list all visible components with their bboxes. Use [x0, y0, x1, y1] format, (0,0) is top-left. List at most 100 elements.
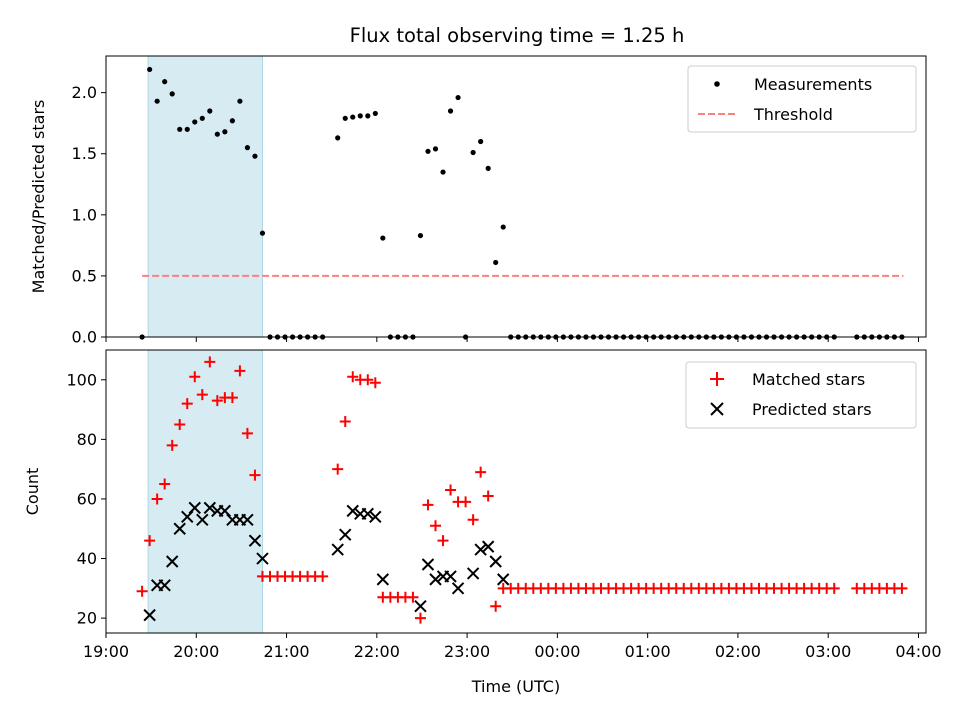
measurement-point — [440, 169, 446, 175]
measurement-point — [447, 108, 454, 114]
x-tick-label: 01:00 — [625, 642, 671, 661]
predicted-star-point — [173, 522, 186, 535]
matched-star-point — [317, 570, 329, 582]
measurement-point — [500, 224, 506, 230]
matched-star-point — [475, 466, 487, 478]
bottom-y-tick-label: 20 — [77, 609, 97, 628]
predicted-star-point — [466, 567, 480, 580]
bottom-y-tick-label: 80 — [77, 430, 97, 449]
measurement-point — [493, 259, 499, 266]
top-y-tick-label: 0.5 — [72, 266, 97, 285]
top-axes-frame — [105, 55, 927, 338]
x-tick-label: 23:00 — [444, 642, 490, 661]
predicted-star-point — [361, 507, 375, 521]
legend-predicted-marker — [710, 402, 724, 416]
measurement-point — [380, 235, 386, 241]
top-y-axis: 0.0 0.5 1.0 1.5 2.0 — [72, 83, 106, 347]
top-y-axis-label: Matched/Predicted stars — [29, 100, 48, 294]
predicted-star-point — [339, 528, 352, 541]
matched-star-point — [422, 499, 434, 511]
matched-star-point — [437, 535, 449, 547]
measurement-point — [432, 146, 439, 152]
legend-measurements-marker — [714, 81, 720, 87]
top-y-tick-label: 2.0 — [72, 83, 97, 102]
measurement-point — [455, 94, 461, 101]
legend-predicted-label: Predicted stars — [752, 400, 872, 419]
x-tick-label: 22:00 — [354, 642, 400, 661]
measurement-point — [417, 232, 424, 239]
matched-star-point — [339, 415, 351, 427]
predicted-star-point — [414, 599, 427, 613]
measurement-point — [147, 66, 153, 73]
measurement-point — [199, 115, 205, 121]
chart-title: Flux total observing time = 1.25 h — [350, 24, 685, 47]
bottom-y-axis-label: Count — [23, 468, 42, 516]
bottom-legend: Matched stars Predicted stars — [685, 361, 917, 429]
bottom-panel: 20 40 60 80 100 19:00 20:00 21:00 22:00 23:00 00:… — [23, 349, 942, 696]
measurement-point — [350, 114, 356, 120]
matched-star-point — [144, 535, 156, 547]
x-tick-label: 20:00 — [173, 642, 219, 661]
measurement-point — [335, 135, 341, 141]
top-y-tick-label: 1.0 — [72, 205, 97, 224]
predicted-star-point — [256, 552, 269, 565]
top-y-tick-label: 1.5 — [72, 144, 97, 163]
legend-threshold-label: Threshold — [753, 105, 833, 124]
bottom-axes-frame — [105, 349, 927, 634]
matched-star-point — [414, 612, 426, 624]
top-legend-box — [687, 65, 917, 133]
measurement-point — [229, 118, 235, 124]
matched-star-point — [234, 365, 246, 377]
x-tick-label: 02:00 — [715, 642, 761, 661]
measurement-point — [252, 153, 258, 159]
measurement-point — [222, 129, 228, 135]
predicted-star-point — [489, 555, 502, 568]
predicted-star-point — [241, 513, 254, 527]
predicted-star-point — [143, 608, 156, 622]
matched-star-point — [204, 356, 216, 368]
predicted-star-point — [497, 573, 510, 586]
predicted-star-point — [429, 573, 442, 586]
measurement-point — [372, 110, 378, 117]
predicted-star-point — [196, 513, 209, 527]
x-tick-label: 21:00 — [263, 642, 309, 661]
top-legend: Measurements Threshold — [687, 65, 917, 133]
matched-star-point — [166, 439, 178, 451]
legend-matched-marker — [710, 372, 724, 386]
predicted-star-point — [158, 579, 171, 592]
matched-star-point — [362, 374, 374, 386]
measurement-point — [207, 108, 213, 114]
predicted-star-point — [481, 540, 495, 553]
measurement-point — [485, 165, 491, 171]
bottom-shaded-interval — [147, 349, 263, 634]
x-tick-label: 00:00 — [534, 642, 580, 661]
predicted-star-point — [444, 570, 457, 583]
measurement-point — [214, 131, 220, 137]
bottom-y-tick-label: 40 — [77, 549, 97, 568]
legend-matched-label: Matched stars — [752, 370, 865, 389]
x-tick-label: 19:00 — [83, 642, 129, 661]
bottom-x-axis: 19:00 20:00 21:00 22:00 23:00 00:00 01:00 02:00… — [83, 633, 942, 661]
measurement-point — [259, 230, 266, 236]
matched-star-point — [174, 418, 186, 430]
top-panel: 0.00.51.01.52.0 Matched/Predicted stars … — [29, 55, 927, 347]
bottom-y-axis: 20 40 60 80 100 — [66, 370, 106, 628]
top-y-tick-label: 0.0 — [72, 328, 97, 347]
bottom-marks — [136, 356, 908, 624]
matched-star-point — [241, 427, 253, 439]
matched-star-point — [490, 600, 502, 612]
measurement-point — [244, 145, 251, 151]
measurement-point — [478, 138, 484, 145]
predicted-star-point — [376, 573, 390, 586]
measurement-point — [342, 115, 348, 121]
predicted-star-point — [346, 504, 359, 518]
measurement-point — [177, 126, 183, 132]
top-x-ticks — [105, 337, 919, 342]
matched-star-point — [159, 478, 171, 490]
predicted-star-point — [248, 534, 262, 547]
predicted-star-point — [331, 543, 344, 556]
predicted-star-point — [451, 582, 465, 595]
matched-star-point — [196, 389, 208, 401]
